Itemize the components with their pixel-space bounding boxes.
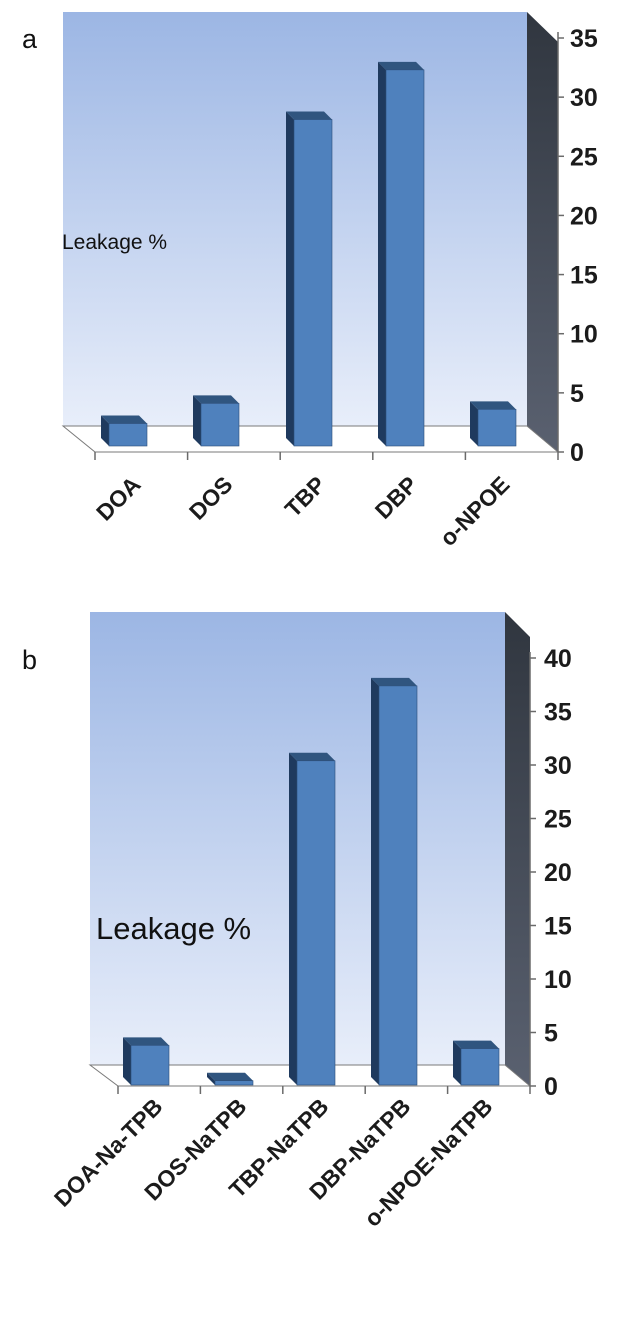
bar-face	[130, 1045, 170, 1086]
bar	[207, 1072, 254, 1086]
panel-a-plot: 0 5 10 15 20 25 30 35 DOA DOS TBP DBP o-NPOE	[61, 12, 598, 551]
bar-side	[193, 395, 201, 446]
bar-top	[207, 1072, 253, 1081]
y-tick-label: 30	[544, 752, 572, 780]
bar	[453, 1040, 500, 1086]
y-tick-label: 0	[544, 1073, 558, 1101]
bar	[101, 415, 148, 447]
category-label: DBP	[370, 471, 423, 524]
bar	[289, 752, 336, 1086]
bar-top	[123, 1037, 169, 1046]
bar-top	[289, 752, 335, 761]
y-tick-label: 15	[570, 262, 598, 290]
bar-face	[293, 119, 333, 447]
bar-face	[108, 423, 148, 447]
bar-face	[477, 409, 517, 447]
bar	[123, 1037, 170, 1086]
bar	[378, 61, 425, 447]
bar-side	[453, 1040, 461, 1085]
y-tick-label: 20	[570, 202, 598, 230]
chart-panel-a: a 0 5 10 15 20 25 30 35 DOA DOS TBP DBP o-NPOE Leaka…	[22, 12, 598, 551]
bar-side	[286, 111, 294, 446]
bar	[193, 395, 240, 447]
y-axis-label-b: Leakage %	[96, 911, 251, 946]
y-tick-label: 5	[570, 380, 584, 408]
bar-side	[289, 752, 297, 1085]
bar-face	[385, 69, 425, 447]
category-label: DOA	[91, 471, 146, 526]
y-tick-label: 25	[570, 143, 598, 171]
bar	[470, 401, 517, 447]
bar-side	[123, 1037, 131, 1085]
y-tick-label: 10	[570, 321, 598, 349]
bar-face	[460, 1048, 500, 1086]
bar	[286, 111, 333, 447]
bar-face	[214, 1080, 254, 1086]
side-wall	[505, 612, 530, 1086]
panel-letter-b: b	[22, 645, 37, 675]
bar-side	[371, 677, 379, 1085]
y-tick-label: 5	[544, 1020, 558, 1048]
bar	[371, 677, 418, 1086]
y-tick-label: 15	[544, 913, 572, 941]
y-axis-label-a: Leakage %	[62, 231, 167, 254]
bar-top	[101, 415, 147, 424]
bar-top	[371, 677, 417, 686]
panel-letter-a: a	[22, 24, 38, 54]
bar-face	[200, 403, 240, 447]
y-tick-label: 10	[544, 966, 572, 994]
bar-top	[193, 395, 239, 404]
y-tick-label: 30	[570, 84, 598, 112]
bar-side	[470, 401, 478, 446]
bar-side	[207, 1072, 215, 1085]
y-tick-label: 35	[544, 699, 572, 727]
bar-top	[470, 401, 516, 410]
category-label: DOS	[184, 471, 238, 525]
bar-face	[296, 760, 336, 1086]
y-tick-label: 0	[570, 439, 584, 467]
category-label: o-NPOE	[435, 471, 515, 551]
category-label: TBP	[280, 471, 331, 522]
bar-top	[453, 1040, 499, 1049]
bar-face	[378, 685, 418, 1086]
y-tick-label: 20	[544, 859, 572, 887]
y-tick-label: 40	[544, 645, 572, 673]
bar-top	[286, 111, 332, 120]
y-tick-label: 25	[544, 806, 572, 834]
y-tick-label: 35	[570, 25, 598, 53]
chart-panel-b: b 0510152025303540DOA-Na-TPBDOS-NaTPBTBP…	[22, 612, 572, 1232]
bar-top	[378, 61, 424, 70]
side-wall	[527, 12, 558, 452]
bar-side	[101, 415, 109, 446]
bar-side	[378, 61, 386, 446]
